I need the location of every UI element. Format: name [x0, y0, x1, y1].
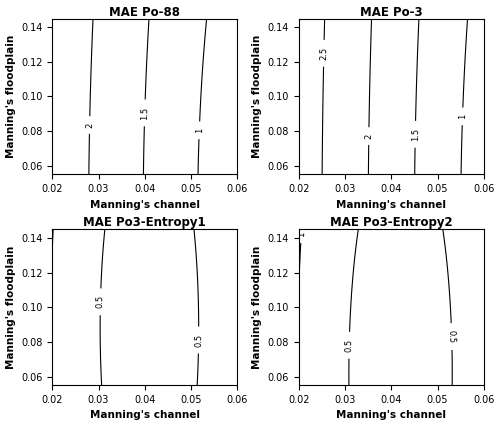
Text: 1: 1 [458, 114, 467, 119]
Text: 1: 1 [296, 231, 306, 237]
Text: 0.5: 0.5 [344, 339, 354, 352]
Text: 0.5: 0.5 [194, 334, 203, 347]
X-axis label: Manning's channel: Manning's channel [90, 199, 200, 210]
Text: 1: 1 [498, 289, 500, 294]
X-axis label: Manning's channel: Manning's channel [90, 410, 200, 420]
Text: 2: 2 [364, 133, 374, 139]
Y-axis label: Manning's floodplain: Manning's floodplain [252, 246, 262, 369]
X-axis label: Manning's channel: Manning's channel [336, 199, 446, 210]
Text: 1: 1 [242, 270, 252, 276]
Text: 1.5: 1.5 [410, 128, 420, 141]
Text: 0.5: 0.5 [248, 165, 258, 178]
Y-axis label: Manning's floodplain: Manning's floodplain [6, 246, 16, 369]
Text: 1.5: 1.5 [140, 106, 149, 120]
Title: MAE Po3-Entropy2: MAE Po3-Entropy2 [330, 216, 452, 230]
Title: MAE Po-88: MAE Po-88 [110, 6, 180, 19]
Text: 0.5: 0.5 [447, 330, 456, 343]
Text: 0.5: 0.5 [96, 295, 105, 308]
Text: 2.5: 2.5 [319, 46, 328, 60]
Text: 1: 1 [194, 127, 204, 133]
Title: MAE Po-3: MAE Po-3 [360, 6, 422, 19]
Y-axis label: Manning's floodplain: Manning's floodplain [252, 35, 262, 158]
Title: MAE Po3-Entropy1: MAE Po3-Entropy1 [84, 216, 206, 230]
Text: 2: 2 [85, 122, 94, 128]
X-axis label: Manning's channel: Manning's channel [336, 410, 446, 420]
Text: 1: 1 [47, 390, 56, 395]
Y-axis label: Manning's floodplain: Manning's floodplain [6, 35, 16, 158]
